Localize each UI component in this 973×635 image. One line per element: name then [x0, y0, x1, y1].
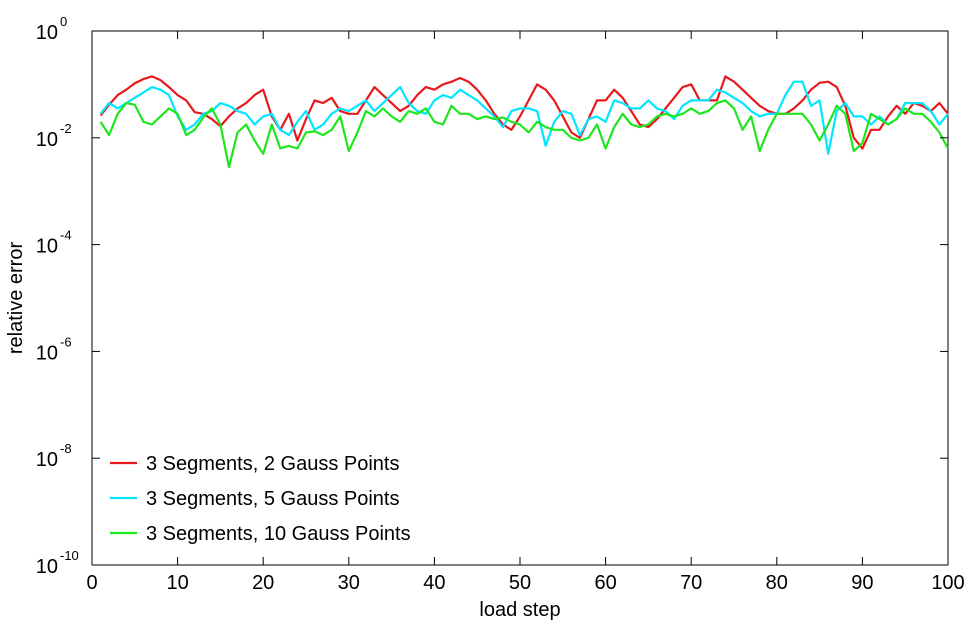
x-tick-label: 60 — [594, 572, 616, 594]
x-tick-label: 10 — [166, 572, 188, 594]
x-tick-label: 90 — [851, 572, 873, 594]
y-tick-label-exponent: 0 — [60, 14, 67, 29]
series-line-2 — [99, 80, 949, 155]
y-tick-label-exponent: -6 — [60, 334, 72, 349]
y-tick-label-base: 10 — [36, 449, 58, 471]
x-tick-label: 20 — [252, 572, 274, 594]
x-tick-label: 50 — [509, 572, 531, 594]
y-tick-label-exponent: -8 — [60, 441, 72, 456]
x-tick-label: 30 — [338, 572, 360, 594]
y-tick-label-base: 10 — [36, 342, 58, 364]
x-tick-label: 0 — [86, 572, 97, 594]
x-tick-label: 70 — [680, 572, 702, 594]
tick-layer: 0 10 20 30 40 50 60 70 80 90 10010010-210-410-610-… — [36, 14, 965, 594]
y-tick-label-base: 10 — [36, 236, 58, 258]
series-line-3 — [99, 99, 949, 169]
legend-label: 3 Segments, 2 Gauss Points — [146, 453, 399, 475]
plot-frame — [91, 30, 949, 566]
y-tick-label-exponent: -10 — [60, 548, 79, 563]
x-tick-label: 100 — [931, 572, 964, 594]
x-axis-title: load step — [479, 599, 560, 621]
series-layer — [99, 75, 949, 169]
y-tick-label-base: 10 — [36, 22, 58, 44]
y-tick-label-exponent: -2 — [60, 121, 72, 136]
y-tick-label-base: 10 — [36, 129, 58, 151]
x-tick-label: 80 — [766, 572, 788, 594]
y-tick-label-base: 10 — [36, 556, 58, 578]
legend-label: 3 Segments, 10 Gauss Points — [146, 523, 411, 545]
y-axis-title: relative error — [5, 242, 27, 355]
legend-label: 3 Segments, 5 Gauss Points — [146, 488, 399, 510]
x-tick-label: 40 — [423, 572, 445, 594]
y-tick-label-exponent: -4 — [60, 228, 72, 243]
legend: 3 Segments, 2 Gauss Points 3 Segments, 5 … — [110, 453, 411, 545]
